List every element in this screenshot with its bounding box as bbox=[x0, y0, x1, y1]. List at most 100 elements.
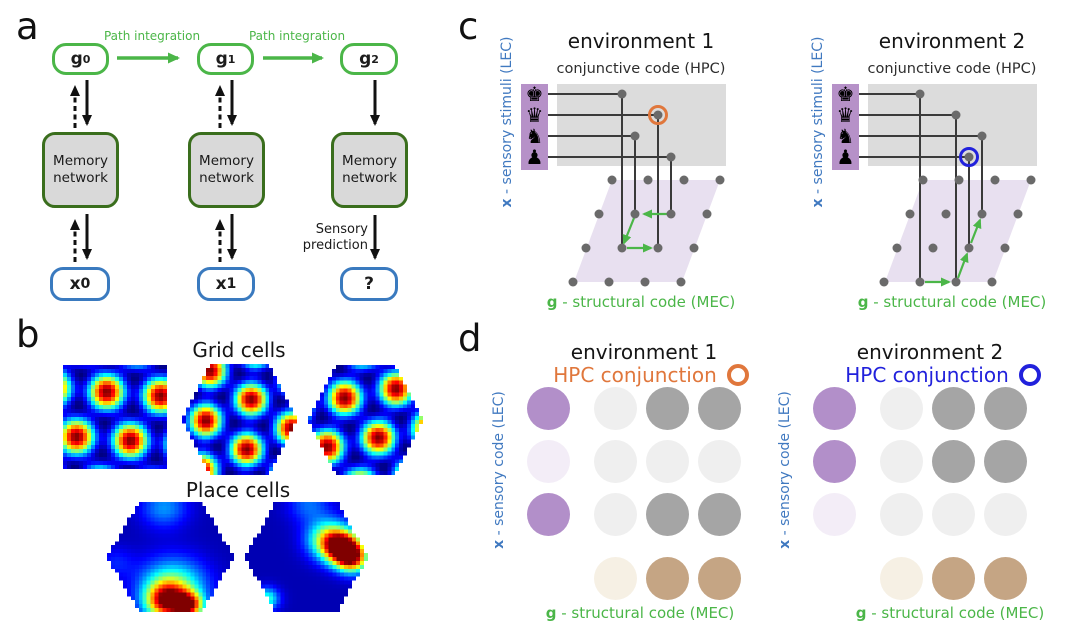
chess-king-icon: ♚ bbox=[837, 82, 855, 106]
path-integration-label-1: Path integration bbox=[103, 29, 201, 43]
chess-knight-icon: ♞ bbox=[526, 124, 544, 148]
hpc-grid-circle bbox=[526, 439, 570, 483]
conjunction-lines bbox=[548, 93, 672, 248]
panel-a-arrows bbox=[70, 52, 380, 262]
hpc-grid-circle bbox=[983, 492, 1027, 536]
chess-pieces: ♚ ♛ ♞ ♟ bbox=[837, 82, 855, 169]
panel-c-diagram: ♚ ♛ ♞ ♟ bbox=[521, 82, 1037, 287]
chess-pawn-icon: ♟ bbox=[837, 145, 855, 169]
mec-region bbox=[885, 180, 1031, 282]
g-symbol: g bbox=[857, 293, 869, 311]
sensory-code-text: - sensory code (LEC) bbox=[777, 391, 793, 540]
panel-d-label: d bbox=[458, 317, 482, 360]
c-env2-subtitle: conjunctive code (HPC) bbox=[867, 61, 1037, 77]
blue-conjunction-ring-icon bbox=[959, 147, 979, 167]
c-env1-diagram: ♚ ♛ ♞ ♟ bbox=[521, 82, 726, 287]
g1-subscript: 1 bbox=[227, 52, 236, 66]
x0-symbol: x bbox=[69, 274, 81, 294]
grid-cells-title: Grid cells bbox=[192, 338, 286, 362]
hpc-grid-circle bbox=[879, 439, 923, 483]
hpc-grid-circle bbox=[593, 556, 637, 600]
panel-b-label: b bbox=[16, 313, 40, 356]
c-env2-title: environment 2 bbox=[878, 29, 1026, 53]
hpc-grid-circle bbox=[593, 386, 637, 430]
hpc-grid-circle bbox=[645, 556, 689, 600]
blue-ring-icon bbox=[1018, 364, 1041, 386]
g0-subscript: 0 bbox=[82, 52, 91, 66]
structural-code-text: - structural code (MEC) bbox=[556, 604, 735, 622]
sensory-prediction-label: Sensory prediction bbox=[302, 222, 368, 253]
hpc-region bbox=[557, 84, 726, 166]
g2-subscript: 2 bbox=[371, 52, 379, 66]
hpc-grid-circle bbox=[812, 439, 856, 483]
hpc-grid-circle bbox=[697, 386, 741, 430]
hpc-grid-circle bbox=[879, 556, 923, 600]
mec-dots bbox=[879, 175, 1036, 287]
hpc-grid-circle bbox=[697, 439, 741, 483]
structural-code-text: - structural code (MEC) bbox=[866, 604, 1045, 622]
sensory-strip bbox=[521, 84, 548, 170]
x1-symbol: x bbox=[215, 274, 227, 294]
mec-region bbox=[574, 180, 720, 282]
memory-network-box-1: Memory network bbox=[42, 132, 119, 208]
c-env1-title: environment 1 bbox=[567, 29, 715, 53]
d-env1-title: environment 1 bbox=[570, 340, 718, 364]
hpc-dots bbox=[617, 89, 676, 162]
x0-subscript: 0 bbox=[80, 276, 91, 292]
memory-network-box-2: Memory network bbox=[188, 132, 265, 208]
x-symbol: x bbox=[777, 539, 793, 549]
inference-arrows bbox=[70, 80, 380, 262]
chess-knight-icon: ♞ bbox=[837, 124, 855, 148]
orange-conjunction-ring-icon bbox=[648, 105, 668, 125]
g-symbol: g bbox=[545, 604, 557, 622]
c-env2-diagram: ♚ ♛ ♞ ♟ bbox=[832, 82, 1037, 287]
question-mark-symbol: ? bbox=[364, 274, 374, 294]
hpc-dots bbox=[915, 89, 987, 162]
conjunction-lines bbox=[859, 93, 983, 282]
grid-cell-map-3 bbox=[308, 365, 423, 475]
grid-cell-map-1 bbox=[63, 365, 167, 469]
structural-code-text: - structural code (MEC) bbox=[557, 293, 736, 311]
chess-queen-icon: ♛ bbox=[526, 103, 544, 127]
g-symbol: g bbox=[546, 293, 558, 311]
c-env2-structural-axis-label: g - structural code (MEC) bbox=[832, 293, 1072, 311]
hpc-grid-circle bbox=[983, 556, 1027, 600]
memory-network-box-3: Memory network bbox=[331, 132, 408, 208]
hpc-grid-circle bbox=[879, 386, 923, 430]
hpc-grid-circle bbox=[593, 492, 637, 536]
chess-king-icon: ♚ bbox=[526, 82, 544, 106]
structural-code-text: - structural code (MEC) bbox=[868, 293, 1047, 311]
hpc-grid-circle bbox=[593, 439, 637, 483]
chess-queen-icon: ♛ bbox=[837, 103, 855, 127]
orange-ring-icon bbox=[726, 364, 749, 386]
chess-pieces: ♚ ♛ ♞ ♟ bbox=[526, 82, 544, 169]
d-env1-sensory-axis-label: x - sensory code (LEC) bbox=[490, 365, 508, 575]
hpc-conjunction-label: HPC conjunction bbox=[553, 363, 717, 387]
path-integration-label-2: Path integration bbox=[248, 29, 346, 43]
sensory-strip bbox=[832, 84, 859, 170]
panel-a-label: a bbox=[16, 5, 39, 48]
place-cells-title: Place cells bbox=[185, 478, 291, 502]
hpc-grid-circle bbox=[645, 386, 689, 430]
hpc-region bbox=[868, 84, 1037, 166]
d-env2-sensory-axis-label: x - sensory code (LEC) bbox=[776, 365, 794, 575]
hpc-grid-circle bbox=[697, 556, 741, 600]
x-symbol: x bbox=[491, 539, 507, 549]
hpc-grid-circle bbox=[526, 386, 570, 430]
g2-symbol: g bbox=[359, 49, 372, 69]
d-env1-conjunction-row: HPC conjunction bbox=[521, 364, 781, 386]
hpc-grid-circle bbox=[931, 386, 975, 430]
g1-symbol: g bbox=[215, 49, 228, 69]
hpc-grid-circle bbox=[812, 492, 856, 536]
d-env2-structural-axis-label: g - structural code (MEC) bbox=[830, 604, 1070, 622]
hpc-grid-circle bbox=[697, 492, 741, 536]
d-env1-structural-axis-label: g - structural code (MEC) bbox=[520, 604, 760, 622]
place-cell-map-2 bbox=[245, 502, 368, 612]
trajectory-arrows bbox=[925, 218, 982, 287]
hpc-conjunction-label: HPC conjunction bbox=[845, 363, 1009, 387]
hpc-grid-circle bbox=[812, 386, 856, 430]
